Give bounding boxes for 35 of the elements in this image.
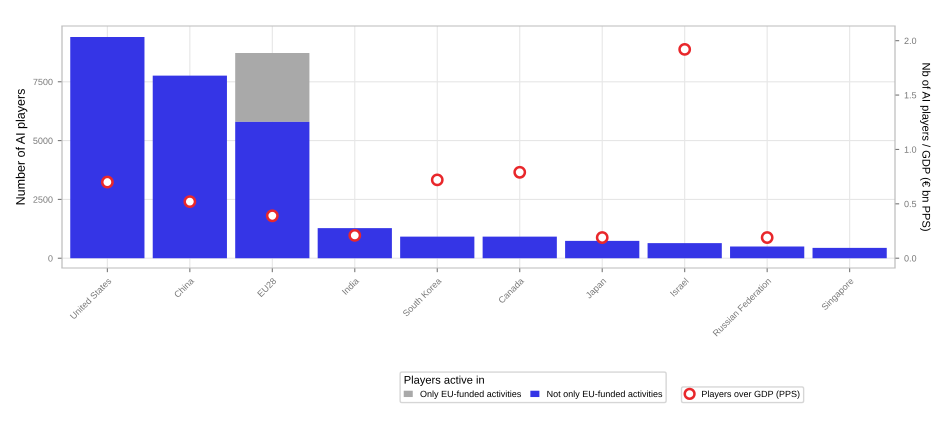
bar — [235, 53, 310, 122]
legend-label: Players over GDP (PPS) — [702, 390, 800, 399]
point — [348, 228, 362, 242]
y2-tick-label: 1.5 — [904, 92, 916, 98]
y-tick-label: 5000 — [33, 138, 53, 144]
bar — [565, 240, 640, 258]
y-tick-label: 7500 — [33, 78, 53, 86]
y2-tick-label: 0.5 — [904, 200, 916, 208]
y-tick-label: 0 — [48, 255, 53, 262]
bar — [812, 248, 887, 258]
point — [430, 174, 444, 186]
point — [678, 42, 692, 56]
bar — [730, 246, 804, 258]
bar — [648, 243, 722, 258]
bar — [318, 228, 392, 258]
bar — [152, 76, 227, 258]
legend-title: Players active in — [404, 376, 484, 386]
y2-tick-label: 1.0 — [904, 146, 916, 153]
point — [266, 209, 279, 222]
y2-axis-title: Nb of AI players / GDP (€ bn PPS) — [920, 63, 930, 231]
point — [513, 166, 526, 179]
y2-tick-label: 2.0 — [904, 38, 916, 44]
bar — [400, 236, 474, 258]
legend-label: Only EU-funded activities — [420, 390, 522, 399]
y2-tick-label: 0.0 — [904, 255, 916, 262]
legend-label: Not only EU-funded activities — [547, 390, 662, 399]
bar — [482, 236, 557, 258]
y-axis-title: Number of AI players — [16, 89, 28, 204]
bar — [70, 37, 144, 258]
point — [100, 176, 114, 188]
point — [183, 195, 196, 208]
point — [760, 231, 774, 244]
point — [596, 231, 609, 244]
bar — [235, 122, 310, 258]
y-tick-label: 2500 — [33, 196, 53, 203]
